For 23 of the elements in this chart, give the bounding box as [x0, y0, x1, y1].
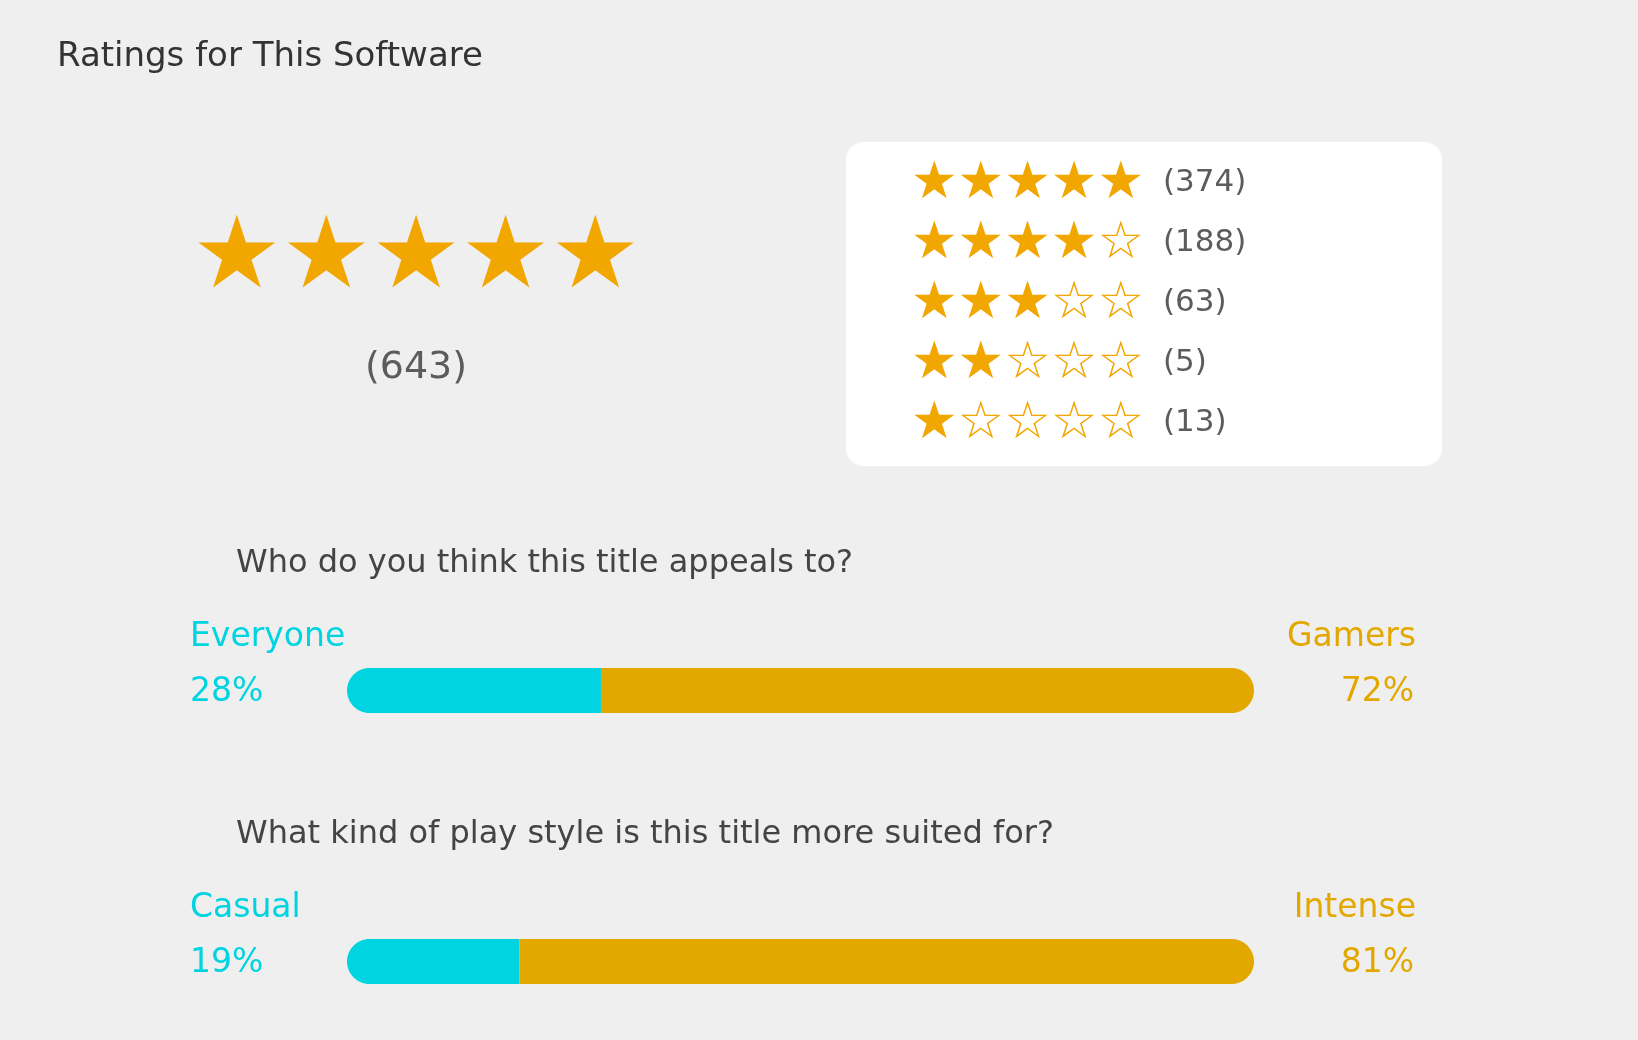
series-label: Gamers: [1286, 615, 1416, 654]
text: ★★★★★: [191, 194, 641, 311]
text: (13): [1163, 402, 1227, 438]
chart-title: Who do you think this title appeals to?: [236, 542, 854, 580]
series-label: Everyone: [190, 615, 346, 654]
category-label: ★★★★★: [911, 150, 1145, 210]
text: (63): [1163, 282, 1227, 318]
data-label: 19%: [190, 940, 264, 980]
data-label: 28%: [190, 669, 264, 709]
series-label: Casual: [190, 886, 301, 925]
category-label: ★★★☆☆: [911, 270, 1145, 330]
text: (188): [1163, 222, 1247, 258]
series-label: Intense: [1293, 886, 1416, 925]
text: (374): [1163, 162, 1247, 198]
data-label: 81%: [1340, 940, 1414, 980]
data-label: 72%: [1340, 669, 1414, 709]
category-label: ★★☆☆☆: [911, 330, 1145, 390]
category-label: ★☆☆☆☆: [911, 390, 1145, 450]
chart-title: What kind of play style is this title more suited for?: [236, 813, 1054, 851]
text: (643): [364, 343, 468, 387]
text: (5): [1163, 342, 1207, 378]
category-label: ★★★★☆: [911, 210, 1145, 270]
text: Ratings for This Software: [57, 34, 483, 74]
